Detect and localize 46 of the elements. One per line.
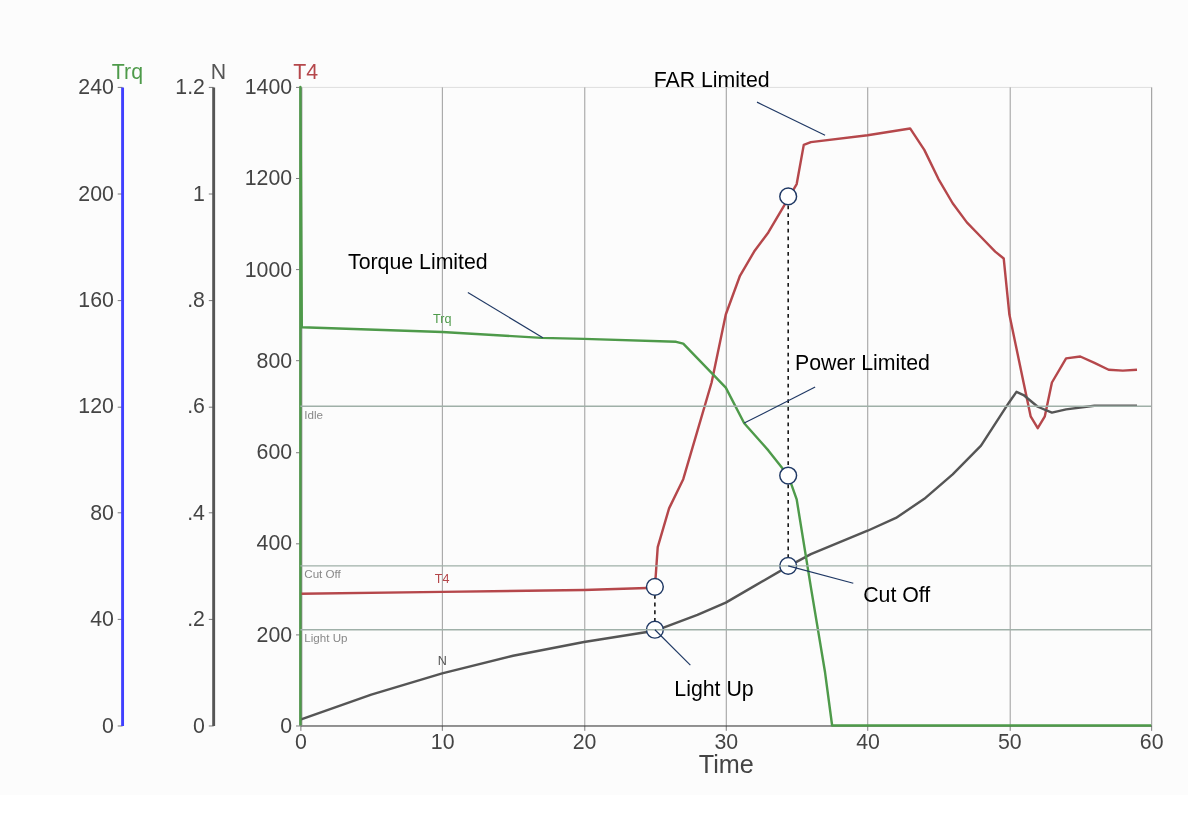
y2-tick-label: 1: [193, 181, 205, 206]
y-tick-label: 0: [280, 713, 293, 738]
y-tick-label: 800: [256, 348, 293, 373]
ref-line-label: Idle: [304, 407, 323, 421]
x-tick-label: 60: [1139, 730, 1164, 755]
ref-line-label: Light Up: [304, 631, 348, 645]
y-tick-label: 1400: [244, 75, 293, 100]
y2-axis-title: N: [210, 59, 227, 84]
point: [779, 466, 798, 485]
y2-tick-label: 0: [193, 713, 206, 738]
annotation: Power Limited: [794, 350, 930, 375]
y-axis-title: T4: [293, 59, 319, 84]
y3-tick-label: 40: [90, 607, 114, 632]
y-tick-label: 400: [256, 531, 293, 556]
y-tick-label: 1000: [244, 257, 293, 282]
y3-tick-label: 240: [78, 75, 114, 100]
y-tick-label: 200: [256, 622, 293, 647]
y-tick-label: 1200: [244, 166, 293, 191]
x-tick-label: 20: [572, 730, 597, 755]
series-label: Trq: [432, 312, 452, 327]
x-tick-label: 50: [998, 730, 1022, 755]
y3-axis-title: Trq: [111, 59, 143, 84]
y-tick-label: 600: [256, 440, 293, 465]
annotation: FAR Limited: [653, 67, 770, 92]
annotation: Light Up: [674, 676, 754, 701]
ref-line-label: Cut Off: [304, 567, 342, 581]
y3-tick-label: 0: [102, 713, 114, 738]
y3-tick-label: 160: [78, 288, 114, 313]
y3-tick-label: 200: [78, 181, 114, 206]
x-tick-label: 10: [430, 730, 455, 755]
x-tick-label: 40: [856, 730, 881, 755]
y2-tick-label: 1.2: [175, 75, 205, 100]
line-series: [299, 85, 1153, 727]
annotation: Cut Off: [863, 582, 931, 607]
y2-tick-label: .6: [187, 394, 205, 419]
point: [779, 187, 798, 206]
annotation: Torque Limited: [348, 250, 488, 274]
y2-tick-label: .4: [187, 500, 206, 525]
point: [645, 577, 665, 596]
y3-tick-label: 120: [78, 394, 114, 419]
line-series: [299, 390, 1139, 721]
y2-tick-label: .2: [187, 607, 205, 632]
series-label: N: [437, 653, 447, 668]
series-label: T4: [434, 572, 450, 587]
y3-tick-label: 80: [90, 500, 114, 525]
y2-tick-label: .8: [187, 288, 205, 313]
